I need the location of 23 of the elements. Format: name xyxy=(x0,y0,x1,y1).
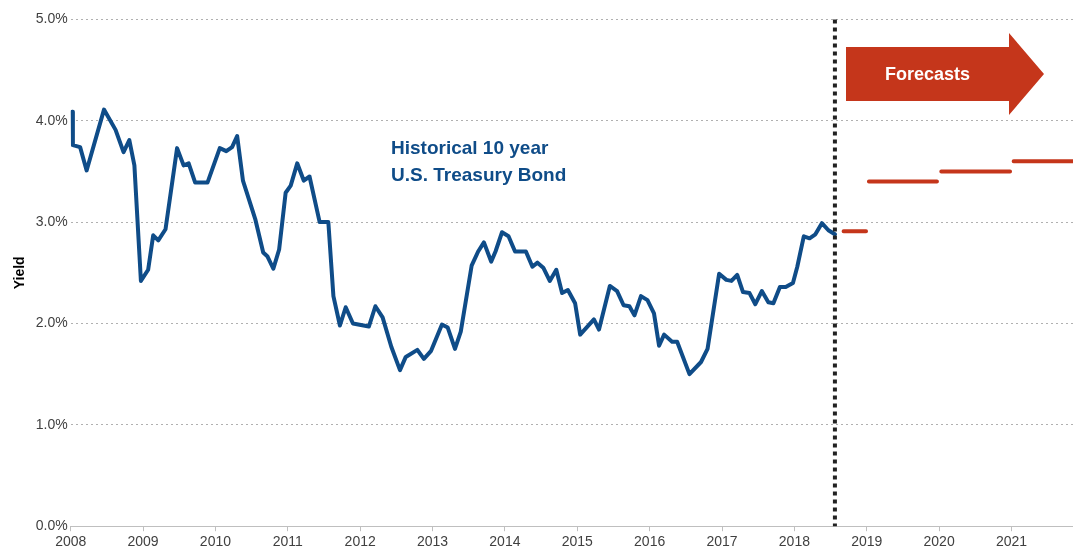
x-tick-label: 2010 xyxy=(199,533,232,550)
x-tick-label: 2014 xyxy=(489,533,521,550)
y-tick-label: 2.0% xyxy=(35,314,68,331)
x-tick-label: 2021 xyxy=(995,533,1028,550)
y-axis-title: Yield xyxy=(11,256,28,290)
x-tick-label: 2013 xyxy=(416,533,449,550)
annotation: Forecasts xyxy=(883,62,971,86)
x-tick-label: 2020 xyxy=(923,533,955,550)
x-tick-label: 2011 xyxy=(272,533,304,550)
y-tick-label: 4.0% xyxy=(35,111,68,128)
x-tick-label: 2016 xyxy=(634,533,666,550)
x-tick-label: 2017 xyxy=(706,533,738,550)
y-tick-label: 5.0% xyxy=(35,10,68,27)
y-tick-label: 0.0% xyxy=(35,517,68,534)
x-tick-label: 2012 xyxy=(344,533,376,550)
y-tick-label: 1.0% xyxy=(35,415,68,432)
x-tick-label: 2009 xyxy=(127,533,159,550)
x-tick-label: 2015 xyxy=(561,533,594,550)
y-tick-label: 3.0% xyxy=(35,212,68,229)
x-tick-label: 2018 xyxy=(778,533,811,550)
annotation: Historical 10 year U.S. Treasury Bond xyxy=(391,137,567,185)
x-tick-label: 2008 xyxy=(55,533,87,550)
x-tick-label: 2019 xyxy=(851,533,883,550)
